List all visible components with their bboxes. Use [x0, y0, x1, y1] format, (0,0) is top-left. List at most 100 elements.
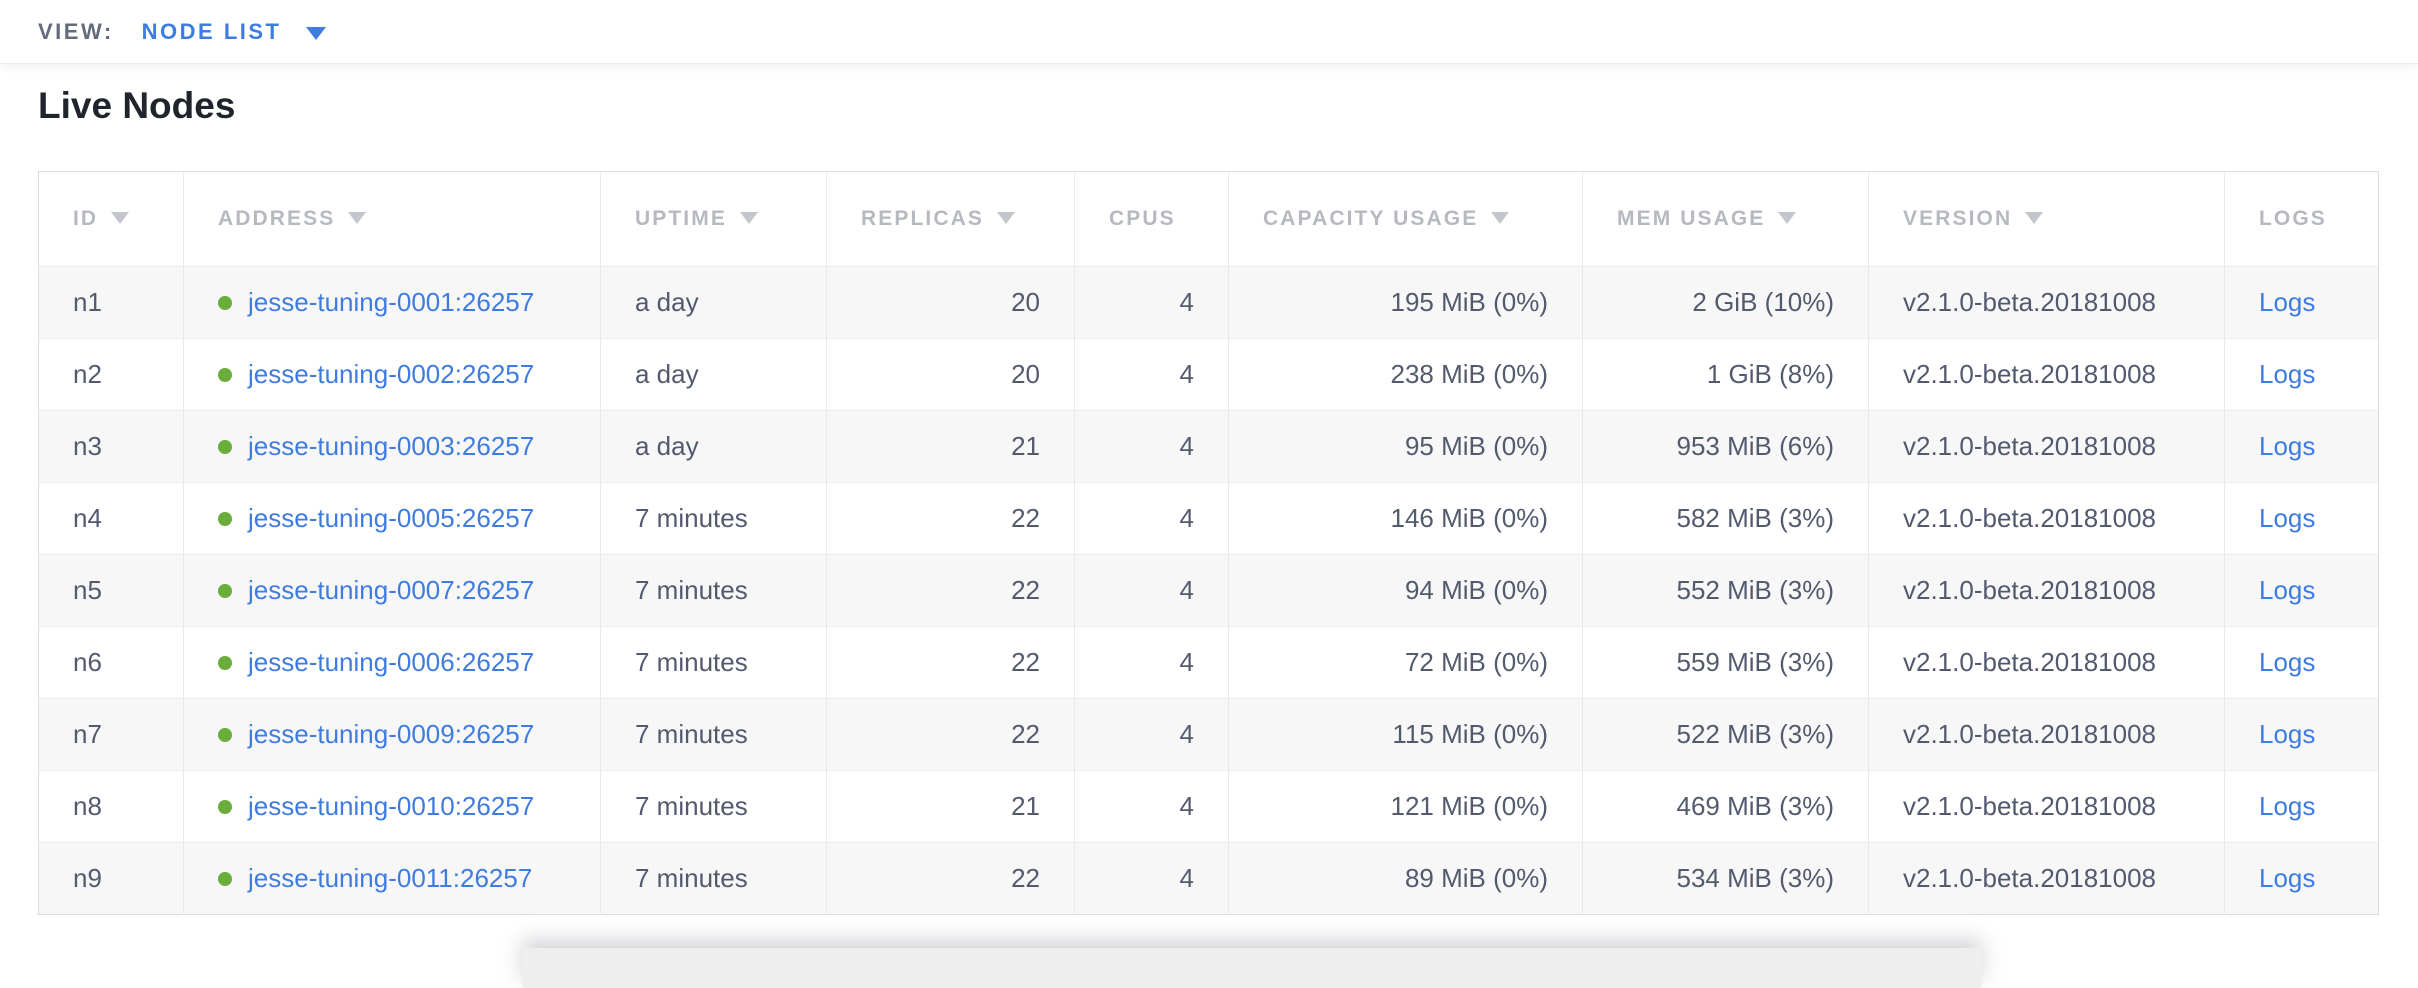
node-live-status-icon [218, 367, 232, 382]
node-uptime-cell: 7 minutes [600, 697, 827, 771]
node-logs-cell: Logs [2224, 769, 2379, 843]
node-mem-cell: 522 MiB (3%) [1582, 697, 1869, 771]
node-version-cell: v2.1.0-beta.20181008 [1868, 337, 2225, 411]
node-logs-link[interactable]: Logs [2259, 790, 2316, 821]
node-id-cell: n9 [38, 841, 184, 915]
node-version-cell: v2.1.0-beta.20181008 [1868, 265, 2225, 339]
node-replicas-cell: 21 [826, 409, 1075, 483]
node-replicas-cell: 20 [826, 265, 1075, 339]
column-header-version[interactable]: VERSION [1868, 171, 2225, 267]
node-live-status-icon [218, 871, 232, 886]
sort-desc-icon [996, 211, 1015, 224]
node-address-link[interactable]: jesse-tuning-0006:26257 [248, 646, 535, 677]
node-mem-cell: 953 MiB (6%) [1582, 409, 1869, 483]
node-logs-link[interactable]: Logs [2259, 718, 2316, 749]
node-uptime-cell: 7 minutes [600, 481, 827, 555]
node-capacity-cell: 238 MiB (0%) [1228, 337, 1583, 411]
sort-desc-icon [2025, 211, 2044, 224]
node-address-link[interactable]: jesse-tuning-0002:26257 [248, 358, 535, 389]
node-live-status-icon [218, 295, 232, 310]
node-address-link[interactable]: jesse-tuning-0009:26257 [248, 718, 535, 749]
node-uptime-cell: a day [600, 409, 827, 483]
node-mem-cell: 469 MiB (3%) [1582, 769, 1869, 843]
node-address-link[interactable]: jesse-tuning-0010:26257 [248, 790, 535, 821]
node-address-cell: jesse-tuning-0003:26257 [183, 409, 601, 483]
node-replicas-cell: 20 [826, 337, 1075, 411]
table-row: n5 jesse-tuning-0007:26257 7 minutes 22 … [38, 553, 2379, 627]
table-row: n6 jesse-tuning-0006:26257 7 minutes 22 … [38, 625, 2379, 699]
node-version-cell: v2.1.0-beta.20181008 [1868, 553, 2225, 627]
node-uptime-cell: a day [600, 265, 827, 339]
node-uptime-cell: 7 minutes [600, 841, 827, 915]
node-live-status-icon [218, 439, 232, 454]
node-live-status-icon [218, 799, 232, 814]
column-header-uptime[interactable]: UPTIME [600, 171, 827, 267]
node-id-cell: n1 [38, 265, 184, 339]
node-id-cell: n4 [38, 481, 184, 555]
sort-desc-icon [111, 211, 130, 224]
node-id-cell: n5 [38, 553, 184, 627]
node-address-link[interactable]: jesse-tuning-0007:26257 [248, 574, 535, 605]
page-title: Live Nodes [38, 85, 236, 126]
node-address-link[interactable]: jesse-tuning-0001:26257 [248, 286, 535, 317]
node-logs-link[interactable]: Logs [2259, 862, 2316, 893]
column-header-mem-usage[interactable]: MEM USAGE [1582, 171, 1869, 267]
node-live-status-icon [218, 655, 232, 670]
live-nodes-table: ID ADDRESS UPTIME REPLICAS CPUS CAPACITY… [38, 170, 2379, 915]
node-id-cell: n2 [38, 337, 184, 411]
sort-desc-icon [739, 211, 758, 224]
sort-desc-icon [1778, 211, 1797, 224]
node-live-status-icon [218, 583, 232, 598]
node-address-cell: jesse-tuning-0002:26257 [183, 337, 601, 411]
node-capacity-cell: 195 MiB (0%) [1228, 265, 1583, 339]
node-id-cell: n6 [38, 625, 184, 699]
node-cpus-cell: 4 [1074, 481, 1229, 555]
node-address-link[interactable]: jesse-tuning-0005:26257 [248, 502, 535, 533]
node-cpus-cell: 4 [1074, 625, 1229, 699]
node-uptime-cell: 7 minutes [600, 625, 827, 699]
node-logs-link[interactable]: Logs [2259, 502, 2316, 533]
node-logs-link[interactable]: Logs [2259, 358, 2316, 389]
node-live-status-icon [218, 511, 232, 526]
node-cpus-cell: 4 [1074, 265, 1229, 339]
column-header-address[interactable]: ADDRESS [183, 171, 601, 267]
node-capacity-cell: 95 MiB (0%) [1228, 409, 1583, 483]
node-address-cell: jesse-tuning-0001:26257 [183, 265, 601, 339]
node-mem-cell: 559 MiB (3%) [1582, 625, 1869, 699]
node-capacity-cell: 94 MiB (0%) [1228, 553, 1583, 627]
column-header-replicas[interactable]: REPLICAS [826, 171, 1075, 267]
node-address-cell: jesse-tuning-0006:26257 [183, 625, 601, 699]
node-logs-link[interactable]: Logs [2259, 646, 2316, 677]
view-selector[interactable]: NODE LIST [142, 19, 326, 45]
node-mem-cell: 552 MiB (3%) [1582, 553, 1869, 627]
view-label: VIEW: [38, 18, 114, 44]
main-content: Live Nodes ID ADDRESS UPTIME REPLICAS CP… [0, 85, 2418, 915]
node-replicas-cell: 22 [826, 697, 1075, 771]
node-uptime-cell: a day [600, 337, 827, 411]
table-row: n7 jesse-tuning-0009:26257 7 minutes 22 … [38, 697, 2379, 771]
node-address-link[interactable]: jesse-tuning-0011:26257 [248, 862, 533, 893]
node-mem-cell: 534 MiB (3%) [1582, 841, 1869, 915]
node-cpus-cell: 4 [1074, 337, 1229, 411]
column-header-capacity-usage[interactable]: CAPACITY USAGE [1228, 171, 1583, 267]
node-logs-link[interactable]: Logs [2259, 430, 2316, 461]
node-logs-cell: Logs [2224, 697, 2379, 771]
node-address-link[interactable]: jesse-tuning-0003:26257 [248, 430, 535, 461]
node-address-cell: jesse-tuning-0005:26257 [183, 481, 601, 555]
sort-desc-icon [348, 211, 367, 224]
node-version-cell: v2.1.0-beta.20181008 [1868, 481, 2225, 555]
chevron-down-icon [305, 26, 326, 40]
node-logs-cell: Logs [2224, 409, 2379, 483]
node-id-cell: n7 [38, 697, 184, 771]
node-version-cell: v2.1.0-beta.20181008 [1868, 769, 2225, 843]
node-id-cell: n8 [38, 769, 184, 843]
node-logs-cell: Logs [2224, 553, 2379, 627]
column-header-id[interactable]: ID [38, 171, 184, 267]
node-version-cell: v2.1.0-beta.20181008 [1868, 841, 2225, 915]
node-mem-cell: 1 GiB (8%) [1582, 337, 1869, 411]
node-mem-cell: 2 GiB (10%) [1582, 265, 1869, 339]
node-cpus-cell: 4 [1074, 409, 1229, 483]
node-logs-link[interactable]: Logs [2259, 574, 2316, 605]
node-logs-link[interactable]: Logs [2259, 286, 2316, 317]
table-row: n1 jesse-tuning-0001:26257 a day 20 4 19… [38, 265, 2379, 339]
